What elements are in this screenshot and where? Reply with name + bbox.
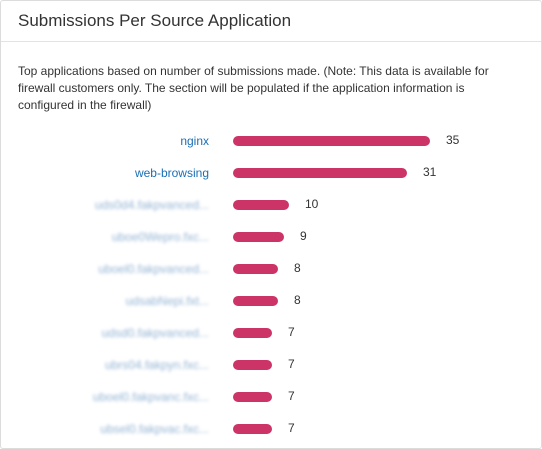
submission-count: 8 [294, 261, 301, 275]
application-link[interactable]: ubrs04.fakpyn.fxc... [104, 358, 209, 372]
chart-row: ubrs04.fakpyn.fxc... 7 [1, 355, 541, 387]
chart-row: uboe0Wepro.fxc... 9 [1, 227, 541, 259]
application-link[interactable]: udsd0.fakpvanced... [101, 326, 209, 340]
submission-bar [233, 296, 278, 306]
submission-bar [233, 328, 272, 338]
chart-row: nginx 35 [1, 131, 541, 163]
submission-bar [233, 360, 272, 370]
application-link[interactable]: udsabNepi.fxt... [125, 294, 209, 308]
submission-count: 35 [446, 133, 460, 147]
submission-count: 31 [423, 165, 437, 179]
panel-description: Top applications based on number of subm… [18, 64, 489, 112]
panel-header: Submissions Per Source Application [1, 1, 541, 42]
chart-row: ubsel0.fakpvac.fxc... 7 [1, 419, 541, 448]
application-link[interactable]: ubsel0.fakpvac.fxc... [100, 422, 209, 436]
chart-row: web-browsing 31 [1, 163, 541, 195]
chart-row: uds0d4.fakpvanced... 10 [1, 195, 541, 227]
submission-bar [233, 264, 278, 274]
submission-count: 7 [288, 325, 295, 339]
submission-count: 8 [294, 293, 301, 307]
submission-bar [233, 424, 272, 434]
chart-row: uboel0.fakpvanc.fxc... 7 [1, 387, 541, 419]
chart-row: udsd0.fakpvanced... 7 [1, 323, 541, 355]
submission-bar [233, 168, 407, 178]
submission-count: 7 [288, 357, 295, 371]
submission-count: 7 [288, 389, 295, 403]
application-link[interactable]: nginx [180, 134, 209, 148]
application-link[interactable]: uboel0.fakpvanced... [98, 262, 209, 276]
submission-bar [233, 232, 284, 242]
application-link[interactable]: web-browsing [134, 166, 209, 180]
submission-bar [233, 136, 430, 146]
chart-row: udsabNepi.fxt... 8 [1, 291, 541, 323]
chart-row: uboel0.fakpvanced... 8 [1, 259, 541, 291]
application-bar-chart: nginx 35 web-browsing 31 uds0d4.fakpvanced..… [1, 131, 541, 448]
submission-bar [233, 392, 272, 402]
application-link[interactable]: uds0d4.fakpvanced... [94, 198, 209, 212]
submission-count: 10 [305, 197, 319, 211]
submission-count: 9 [300, 229, 307, 243]
submission-bar [233, 200, 289, 210]
submission-count: 7 [288, 421, 295, 435]
application-link[interactable]: uboel0.fakpvanc.fxc... [92, 390, 209, 404]
panel-title: Submissions Per Source Application [18, 11, 292, 30]
application-link[interactable]: uboe0Wepro.fxc... [111, 230, 209, 244]
